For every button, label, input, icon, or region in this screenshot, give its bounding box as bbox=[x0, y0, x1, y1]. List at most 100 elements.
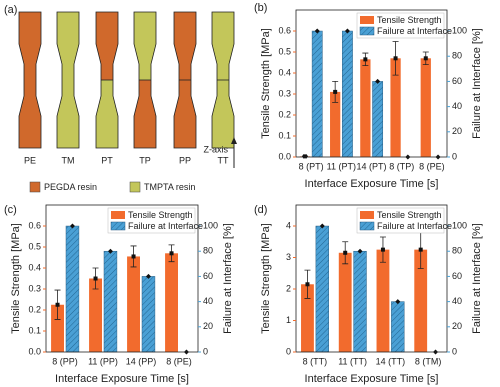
y2-tick-label: 80 bbox=[203, 246, 213, 256]
y2-tick-label: 60 bbox=[203, 271, 213, 281]
y-tick-label: 0.4 bbox=[28, 262, 41, 272]
y2-axis-label: Failure at Interface [%] bbox=[222, 223, 234, 334]
value-marker bbox=[145, 273, 151, 279]
mean-marker bbox=[363, 57, 368, 62]
legend-swatch bbox=[360, 16, 374, 24]
specimen-label: TP bbox=[139, 155, 151, 165]
bar bbox=[330, 91, 341, 157]
y2-tick-label: 80 bbox=[452, 51, 462, 61]
mean-marker bbox=[418, 247, 423, 252]
specimen-bottom bbox=[212, 80, 234, 148]
y-tick-label: 0.1 bbox=[28, 325, 41, 335]
y2-tick-label: 0 bbox=[203, 346, 208, 356]
x-tick-label: 8 (TM) bbox=[415, 356, 442, 366]
specimen-outline bbox=[95, 11, 119, 149]
legend-label: Failure at Interface bbox=[377, 221, 452, 231]
y-tick-label: 0.6 bbox=[278, 25, 291, 35]
specimen-bottom bbox=[134, 80, 156, 148]
y2-tick-label: 20 bbox=[452, 126, 462, 136]
bar bbox=[353, 250, 367, 353]
bar bbox=[103, 250, 118, 353]
value-marker bbox=[344, 28, 350, 34]
y-tick-label: 0.2 bbox=[28, 304, 41, 314]
x-tick-label: 8 (PT) bbox=[299, 161, 324, 171]
legend-swatch bbox=[129, 181, 141, 193]
mean-marker bbox=[333, 89, 338, 94]
plot-frame bbox=[45, 204, 199, 353]
y2-tick-label: 100 bbox=[203, 220, 218, 230]
value-marker bbox=[69, 223, 75, 229]
y2-tick-label: 0 bbox=[452, 151, 457, 161]
x-axis-label: Interface Exposure Time [s] bbox=[55, 373, 189, 385]
y2-tick-label: 20 bbox=[452, 321, 462, 331]
y-tick-label: 0.0 bbox=[278, 151, 291, 161]
mean-marker bbox=[393, 56, 398, 61]
legend-swatch bbox=[360, 211, 374, 219]
x-tick-label: 8 (TT) bbox=[303, 356, 328, 366]
bar bbox=[141, 276, 156, 353]
panel-label: (a) bbox=[4, 4, 17, 16]
y2-tick-label: 0 bbox=[452, 346, 457, 356]
mean-marker bbox=[131, 254, 136, 259]
legend-swatch bbox=[29, 181, 41, 193]
legend-label: Failure at Interface bbox=[377, 26, 452, 36]
bar bbox=[165, 253, 178, 352]
y-tick-label: 0.5 bbox=[28, 241, 41, 251]
y2-axis-label: Failure at Interface [%] bbox=[471, 28, 483, 139]
y2-tick-label: 40 bbox=[452, 296, 462, 306]
x-tick-label: 11 (TT) bbox=[338, 356, 367, 366]
value-marker bbox=[107, 248, 113, 254]
specimen-top bbox=[212, 12, 234, 80]
legend-label: Failure at Interface bbox=[128, 221, 203, 231]
bar bbox=[390, 58, 401, 157]
y-tick-label: 1 bbox=[286, 315, 291, 325]
bar bbox=[65, 225, 80, 353]
plot-frame bbox=[295, 204, 448, 353]
specimen-bottom bbox=[174, 80, 196, 148]
x-tick-label: 8 (PE) bbox=[166, 356, 192, 366]
y-axis-label: Tensile Strength [MPa] bbox=[260, 223, 272, 334]
specimen-label: TT bbox=[218, 155, 229, 165]
bar bbox=[414, 249, 428, 352]
legend-label: Tensile Strength bbox=[377, 210, 442, 220]
y2-tick-label: 80 bbox=[452, 246, 462, 256]
x-tick-label: 8 (TP) bbox=[389, 161, 414, 171]
specimen-top bbox=[134, 12, 156, 80]
panel-label: (d) bbox=[254, 204, 267, 216]
plot-frame bbox=[295, 9, 448, 158]
mean-marker bbox=[305, 282, 310, 287]
mean-marker bbox=[302, 154, 307, 159]
y2-tick-label: 40 bbox=[203, 296, 213, 306]
y2-tick-label: 60 bbox=[452, 271, 462, 281]
bar bbox=[127, 256, 140, 352]
bar bbox=[372, 81, 384, 158]
y-tick-label: 0.2 bbox=[278, 109, 291, 119]
specimen-bottom bbox=[19, 80, 41, 148]
x-tick-label: 8 (PE) bbox=[419, 161, 445, 171]
y-tick-label: 3 bbox=[286, 252, 291, 262]
bar bbox=[391, 301, 405, 353]
y-tick-label: 0.0 bbox=[28, 346, 41, 356]
legend-label: TMPTA resin bbox=[144, 182, 195, 192]
y-tick-label: 4 bbox=[286, 220, 291, 230]
panel-label: (c) bbox=[4, 204, 17, 216]
mean-marker bbox=[343, 250, 348, 255]
y2-tick-label: 100 bbox=[452, 25, 467, 35]
y-tick-label: 0.5 bbox=[278, 46, 291, 56]
y2-tick-label: 40 bbox=[452, 101, 462, 111]
specimen-label: PT bbox=[101, 155, 113, 165]
y-tick-label: 0.3 bbox=[28, 283, 41, 293]
x-tick-label: 14 (TT) bbox=[376, 356, 406, 366]
legend-label: Tensile Strength bbox=[377, 15, 442, 25]
mean-marker bbox=[423, 56, 428, 61]
y2-axis-label: Failure at Interface [%] bbox=[471, 223, 483, 334]
bar bbox=[342, 30, 353, 158]
bar bbox=[376, 249, 390, 352]
specimen-top bbox=[19, 12, 41, 80]
x-tick-label: 11 (PP) bbox=[88, 356, 118, 366]
value-marker bbox=[319, 223, 325, 229]
y2-tick-label: 60 bbox=[452, 76, 462, 86]
value-marker bbox=[314, 28, 320, 34]
mean-marker bbox=[93, 276, 98, 281]
